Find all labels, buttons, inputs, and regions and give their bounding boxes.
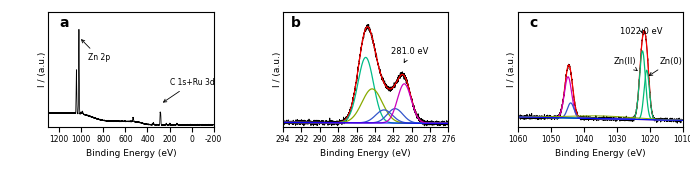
Y-axis label: I / (a.u.): I / (a.u.) [507, 52, 516, 87]
Text: C 1s+Ru 3d: C 1s+Ru 3d [164, 78, 215, 102]
Y-axis label: I / (a.u.): I / (a.u.) [38, 52, 47, 87]
X-axis label: Binding Energy (eV): Binding Energy (eV) [86, 149, 176, 158]
Text: Zn 2p: Zn 2p [81, 40, 110, 62]
Text: c: c [529, 16, 538, 30]
Y-axis label: I / (a.u.): I / (a.u.) [273, 52, 282, 87]
Text: 281.0 eV: 281.0 eV [391, 47, 428, 62]
Text: 1022.0 eV: 1022.0 eV [620, 27, 663, 36]
Text: a: a [60, 16, 70, 30]
X-axis label: Binding Energy (eV): Binding Energy (eV) [555, 149, 646, 158]
Text: b: b [291, 16, 301, 30]
X-axis label: Binding Energy (eV): Binding Energy (eV) [320, 149, 411, 158]
Text: Zn(0): Zn(0) [649, 57, 683, 76]
Text: Zn(II): Zn(II) [613, 57, 637, 71]
